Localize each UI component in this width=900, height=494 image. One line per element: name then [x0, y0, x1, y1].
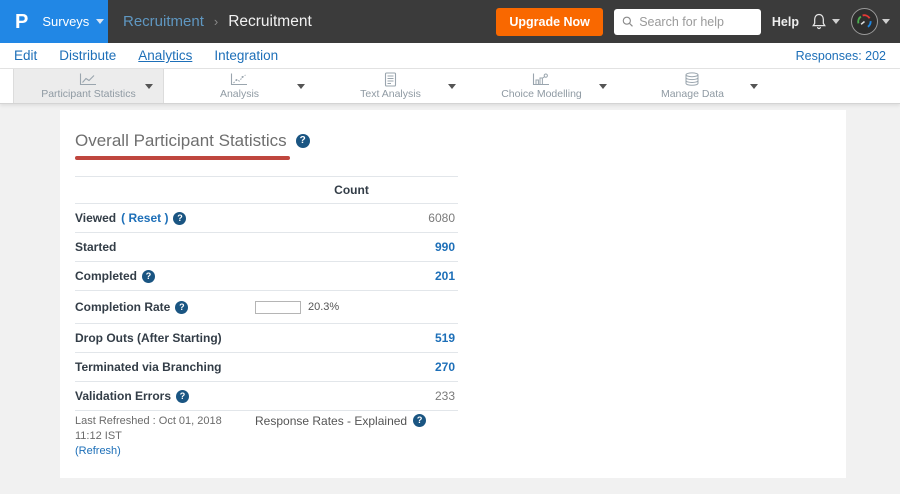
help-icon[interactable]: ?	[413, 414, 427, 427]
tab-label: Manage Data	[660, 88, 725, 100]
search-icon	[622, 16, 633, 27]
help-icon[interactable]: ?	[295, 134, 310, 148]
row-label: Drop Outs (After Starting)	[75, 331, 222, 345]
chevron-down-icon[interactable]	[448, 84, 456, 89]
refresh-link[interactable]: (Refresh)	[75, 444, 121, 457]
menu-item-integration[interactable]: Integration	[214, 48, 279, 63]
row-value: 6080	[428, 211, 455, 225]
help-icon[interactable]: ?	[175, 300, 189, 314]
completion-rate-bar	[255, 300, 301, 314]
response-rates-explained-link[interactable]: Response Rates - Explained	[255, 414, 408, 428]
help-search-box[interactable]	[613, 8, 761, 35]
row-label: Validation Errors	[75, 389, 172, 403]
help-icon[interactable]: ?	[176, 389, 190, 403]
document-icon	[385, 72, 397, 87]
row-label: Completion Rate	[75, 300, 171, 314]
tab-label: Analysis	[219, 88, 260, 100]
page-title: Overall Participant Statistics	[75, 131, 287, 150]
chevron-down-icon[interactable]	[145, 84, 153, 89]
brand-logo: P	[15, 10, 29, 33]
breadcrumb-separator-icon: ›	[213, 14, 219, 29]
chevron-down-icon	[832, 19, 840, 24]
row-label: Terminated via Branching	[75, 360, 222, 374]
row-value[interactable]: 990	[434, 240, 455, 254]
analytics-toolbar: Participant Statistics Analysis Tex	[0, 69, 900, 104]
row-value[interactable]: 519	[434, 331, 455, 345]
avatar	[851, 8, 878, 35]
reset-link[interactable]: ( Reset )	[121, 211, 169, 225]
tab-label: Participant Statistics	[41, 88, 136, 100]
table-row-validation-errors: Validation Errors ? 233	[75, 382, 458, 411]
account-menu-button[interactable]	[851, 8, 890, 35]
last-refreshed-text: Last Refreshed : Oct 01, 2018 11:12 IST	[75, 415, 222, 442]
menu-item-edit[interactable]: Edit	[14, 48, 38, 63]
responses-count[interactable]: Responses: 202	[795, 48, 886, 63]
menu-item-analytics[interactable]: Analytics	[138, 48, 193, 63]
gauge-icon	[857, 14, 872, 28]
table-footer: Last Refreshed : Oct 01, 2018 11:12 IST …	[75, 414, 458, 459]
count-column-header: Count	[334, 183, 369, 197]
chevron-down-icon[interactable]	[750, 84, 758, 89]
chevron-down-icon	[96, 19, 105, 24]
table-header-row: Count	[75, 177, 458, 204]
tab-label: Choice Modelling	[501, 88, 582, 100]
choice-chart-icon	[533, 73, 550, 86]
survey-menubar: Edit Distribute Analytics Integration Re…	[0, 43, 900, 69]
table-row-started: Started 990	[75, 233, 458, 262]
help-icon[interactable]: ?	[142, 269, 156, 283]
chevron-down-icon	[882, 19, 890, 24]
tab-manage-data[interactable]: Manage Data	[617, 69, 768, 103]
breadcrumb: Recruitment › Recruitment	[123, 13, 312, 31]
breadcrumb-current: Recruitment	[228, 12, 312, 30]
database-icon	[685, 72, 699, 86]
tab-analysis[interactable]: Analysis	[164, 69, 315, 103]
tab-label: Text Analysis	[360, 88, 421, 100]
table-row-viewed: Viewed ( Reset ) ? 6080	[75, 204, 458, 233]
search-input[interactable]	[639, 14, 753, 29]
table-row-completed: Completed ? 201	[75, 262, 458, 291]
menu-item-distribute[interactable]: Distribute	[59, 48, 117, 63]
product-menu-label: Surveys	[42, 14, 90, 29]
row-label: Completed	[75, 269, 138, 283]
line-chart-icon	[80, 73, 97, 86]
bell-icon	[812, 13, 826, 30]
chevron-down-icon[interactable]	[297, 84, 305, 89]
surveys-product-menu[interactable]: P Surveys	[0, 0, 108, 43]
notifications-button[interactable]	[810, 12, 840, 31]
row-value[interactable]: 201	[434, 269, 455, 283]
help-icon[interactable]: ?	[173, 211, 187, 225]
red-highlight-underline	[75, 156, 290, 160]
table-row-completion-rate: Completion Rate ? 20.3%	[75, 291, 458, 324]
chevron-down-icon[interactable]	[599, 84, 607, 89]
completion-rate-percent: 20.3%	[308, 301, 340, 313]
table-row-terminated: Terminated via Branching 270	[75, 353, 458, 382]
tab-text-analysis[interactable]: Text Analysis	[315, 69, 466, 103]
scatter-chart-icon	[231, 73, 248, 86]
help-link[interactable]: Help	[771, 14, 799, 29]
participant-statistics-table: Count Viewed ( Reset ) ? 6080 Started 99…	[75, 176, 458, 411]
tab-choice-modelling[interactable]: Choice Modelling	[466, 69, 617, 103]
breadcrumb-parent[interactable]: Recruitment	[123, 13, 204, 30]
row-value: 233	[434, 389, 455, 403]
participant-statistics-panel: Overall Participant Statistics ? Count V…	[60, 110, 846, 478]
tab-participant-statistics[interactable]: Participant Statistics	[13, 69, 164, 103]
row-label: Started	[75, 240, 117, 254]
row-label: Viewed	[75, 211, 117, 225]
row-value[interactable]: 270	[434, 360, 455, 374]
upgrade-now-button[interactable]: Upgrade Now	[496, 7, 603, 36]
table-row-drop-outs: Drop Outs (After Starting) 519	[75, 324, 458, 353]
app-header: P Surveys Recruitment › Recruitment Upgr…	[0, 0, 900, 43]
